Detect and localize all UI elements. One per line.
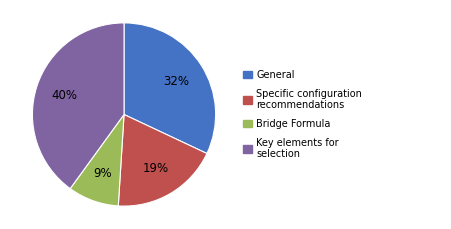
- Wedge shape: [118, 114, 207, 206]
- Text: 19%: 19%: [143, 162, 169, 175]
- Text: 40%: 40%: [52, 89, 78, 102]
- Wedge shape: [124, 23, 216, 153]
- Text: 32%: 32%: [164, 75, 189, 88]
- Wedge shape: [70, 114, 124, 206]
- Wedge shape: [32, 23, 124, 189]
- Text: 9%: 9%: [94, 167, 112, 180]
- Legend: General, Specific configuration
recommendations, Bridge Formula, Key elements fo: General, Specific configuration recommen…: [243, 70, 362, 159]
